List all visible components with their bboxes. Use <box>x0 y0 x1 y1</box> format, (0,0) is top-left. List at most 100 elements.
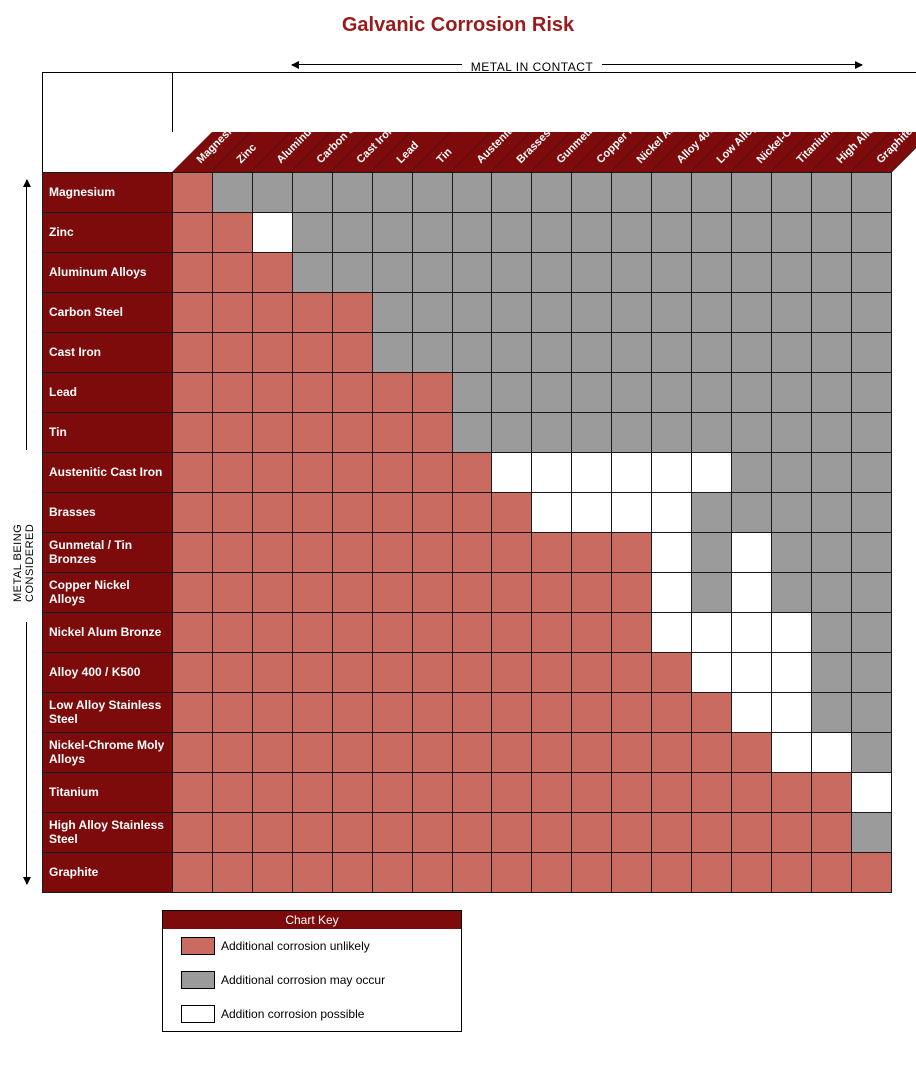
risk-cell <box>852 213 892 253</box>
risk-cell <box>333 173 373 213</box>
risk-cell <box>293 173 333 213</box>
risk-cell <box>572 573 612 613</box>
risk-cell <box>612 533 652 573</box>
risk-cell <box>692 733 732 773</box>
risk-cell <box>772 613 812 653</box>
risk-cell <box>532 173 572 213</box>
risk-cell <box>572 533 612 573</box>
risk-cell <box>413 613 453 653</box>
risk-cell <box>732 293 772 333</box>
risk-cell <box>373 173 413 213</box>
risk-cell <box>453 413 493 453</box>
risk-cell <box>692 173 732 213</box>
risk-cell <box>612 693 652 733</box>
risk-cell <box>572 493 612 533</box>
risk-cell <box>373 453 413 493</box>
risk-cell <box>532 413 572 453</box>
risk-cell <box>692 253 732 293</box>
risk-cell <box>852 333 892 373</box>
risk-cell <box>692 693 732 733</box>
risk-cell <box>732 573 772 613</box>
risk-cell <box>772 333 812 373</box>
risk-cell <box>612 213 652 253</box>
row-header-label: Zinc <box>43 213 173 253</box>
risk-cell <box>373 613 413 653</box>
risk-cell <box>692 613 732 653</box>
risk-cell <box>852 693 892 733</box>
risk-cell <box>293 413 333 453</box>
risk-cell <box>492 413 532 453</box>
risk-cell <box>253 213 293 253</box>
risk-cell <box>812 613 852 653</box>
risk-cell <box>413 173 453 213</box>
risk-cell <box>333 853 373 893</box>
risk-cell <box>492 493 532 533</box>
risk-cell <box>213 613 253 653</box>
legend-item: Additional corrosion unlikely <box>163 929 461 963</box>
row-header-label: Nickel-Chrome Moly Alloys <box>43 733 173 773</box>
risk-cell <box>492 573 532 613</box>
risk-cell <box>173 453 213 493</box>
risk-cell <box>852 453 892 493</box>
legend-label: Addition corrosion possible <box>221 1007 364 1021</box>
row-header-label: Alloy 400 / K500 <box>43 653 173 693</box>
table-row: Cast Iron <box>43 333 892 373</box>
table-row: Aluminum Alloys <box>43 253 892 293</box>
risk-cell <box>492 173 532 213</box>
risk-cell <box>293 253 333 293</box>
risk-cell <box>213 333 253 373</box>
risk-cell <box>772 373 812 413</box>
risk-cell <box>413 333 453 373</box>
risk-cell <box>213 813 253 853</box>
risk-cell <box>732 173 772 213</box>
risk-cell <box>852 573 892 613</box>
legend-item: Addition corrosion possible <box>163 997 461 1031</box>
risk-cell <box>732 813 772 853</box>
risk-cell <box>732 533 772 573</box>
risk-cell <box>492 253 532 293</box>
risk-cell <box>453 373 493 413</box>
risk-cell <box>612 613 652 653</box>
risk-cell <box>333 813 373 853</box>
risk-cell <box>213 173 253 213</box>
risk-cell <box>293 573 333 613</box>
risk-cell <box>373 853 413 893</box>
risk-cell <box>492 373 532 413</box>
risk-cell <box>852 613 892 653</box>
row-header-label: Magnesium <box>43 173 173 213</box>
risk-cell <box>532 373 572 413</box>
risk-cell <box>213 653 253 693</box>
risk-cell <box>652 613 692 653</box>
risk-cell <box>852 653 892 693</box>
risk-cell <box>333 373 373 413</box>
row-header-label: Austenitic Cast Iron <box>43 453 173 493</box>
risk-cell <box>852 533 892 573</box>
risk-cell <box>453 733 493 773</box>
risk-cell <box>612 373 652 413</box>
risk-cell <box>373 573 413 613</box>
risk-cell <box>652 293 692 333</box>
row-header-label: Cast Iron <box>43 333 173 373</box>
table-row: Nickel-Chrome Moly Alloys <box>43 733 892 773</box>
risk-cell <box>812 813 852 853</box>
risk-cell <box>253 373 293 413</box>
risk-cell <box>772 573 812 613</box>
risk-cell <box>253 573 293 613</box>
risk-cell <box>652 413 692 453</box>
risk-cell <box>492 453 532 493</box>
risk-cell <box>812 293 852 333</box>
risk-cell <box>492 653 532 693</box>
risk-cell <box>612 853 652 893</box>
risk-cell <box>772 293 812 333</box>
risk-cell <box>253 853 293 893</box>
risk-cell <box>572 733 612 773</box>
legend-label: Additional corrosion unlikely <box>221 939 370 953</box>
risk-cell <box>532 453 572 493</box>
risk-cell <box>572 293 612 333</box>
risk-cell <box>373 333 413 373</box>
risk-cell <box>492 733 532 773</box>
risk-cell <box>772 253 812 293</box>
risk-cell <box>732 333 772 373</box>
risk-cell <box>532 733 572 773</box>
risk-cell <box>333 573 373 613</box>
